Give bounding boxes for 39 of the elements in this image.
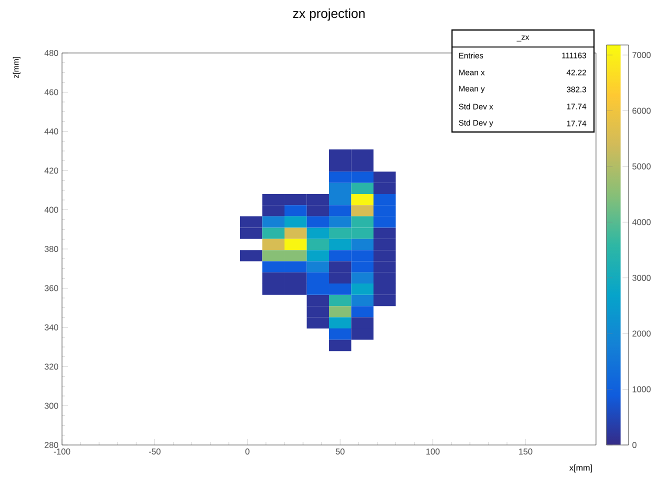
- y-axis-title: z[mm]: [12, 57, 20, 78]
- color-bar-label: 0: [632, 442, 636, 448]
- x-tick-label: 50: [336, 448, 345, 455]
- y-tick-label: 460: [44, 89, 58, 96]
- y-tick-label: 280: [44, 442, 58, 448]
- x-tick-label: -100: [54, 448, 70, 455]
- annotation: 17.74: [567, 104, 586, 110]
- color-bar-label: 6000: [632, 108, 651, 114]
- y-tick-label: 400: [44, 206, 58, 213]
- x-tick-label: 100: [426, 448, 440, 455]
- y-tick-label: 360: [44, 285, 58, 292]
- x-tick-label: 150: [519, 448, 532, 455]
- annotation: 111163: [562, 52, 586, 58]
- color-bar-label: 3000: [632, 274, 651, 281]
- y-tick-label: 340: [44, 324, 58, 330]
- annotation: 42.22: [566, 70, 586, 76]
- annotation: Mean x: [459, 70, 485, 76]
- color-bar-label: 2000: [632, 330, 651, 337]
- text: _zx: [516, 36, 530, 42]
- color-bar-label: 4000: [632, 219, 651, 226]
- chart-title: zx projection: [293, 8, 365, 21]
- y-tick-label: 300: [44, 402, 58, 409]
- x-axis-title: x[mm]: [569, 464, 592, 472]
- color-bar-label: 7000: [632, 52, 651, 58]
- annotation: Mean y: [459, 86, 485, 94]
- color-bar-label: 5000: [632, 163, 651, 170]
- y-tick-label: 480: [44, 50, 58, 56]
- annotation: Std Dev y: [458, 120, 494, 128]
- y-tick-label: 420: [44, 168, 58, 174]
- annotation: 17.74: [567, 120, 586, 126]
- annotation: Entries: [459, 52, 484, 58]
- y-tick-label: 380: [44, 246, 58, 252]
- color-bar-label: 1000: [632, 386, 651, 392]
- y-tick-label: 320: [44, 364, 58, 370]
- x-tick-label: 0: [245, 448, 250, 455]
- x-tick-label: -50: [148, 448, 161, 455]
- annotation: 382.3: [566, 86, 586, 92]
- y-tick-label: 440: [44, 128, 58, 134]
- annotation: Std Dev x: [458, 104, 494, 110]
